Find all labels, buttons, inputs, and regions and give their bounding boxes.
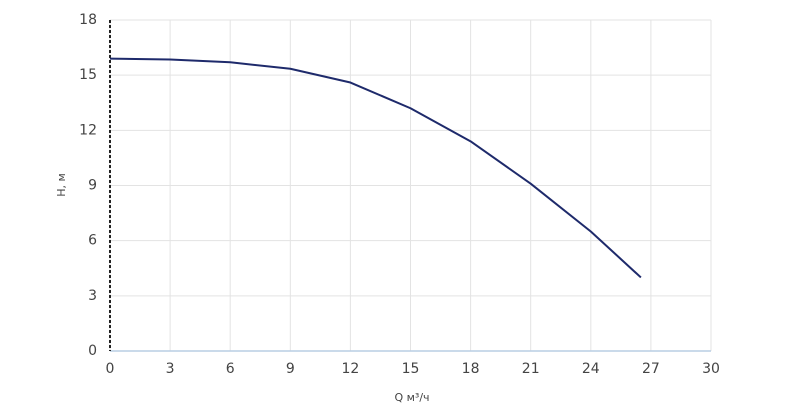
x-tick-label: 30	[702, 361, 720, 377]
x-tick-label: 24	[582, 361, 600, 377]
y-tick-label: 15	[79, 67, 97, 83]
x-tick-label: 18	[462, 361, 480, 377]
y-tick-label: 9	[88, 178, 97, 194]
x-tick-label: 27	[642, 361, 660, 377]
y-axis-label: H, м	[55, 173, 68, 197]
y-tick-label: 18	[79, 12, 97, 28]
x-tick-label: 0	[106, 361, 115, 377]
x-tick-label: 9	[286, 361, 295, 377]
x-tick-label: 6	[226, 361, 235, 377]
y-tick-label: 12	[79, 122, 97, 138]
line-series	[109, 57, 642, 279]
x-tick-label: 12	[341, 361, 359, 377]
x-tick-label: 3	[166, 361, 175, 377]
x-tick-label: 21	[522, 361, 540, 377]
x-tick-label: 15	[402, 361, 420, 377]
y-tick-label: 0	[88, 343, 97, 359]
y-tick-label: 6	[88, 233, 97, 249]
y-tick-label: 3	[88, 288, 97, 304]
x-axis-label: Q м³/ч	[394, 391, 429, 404]
